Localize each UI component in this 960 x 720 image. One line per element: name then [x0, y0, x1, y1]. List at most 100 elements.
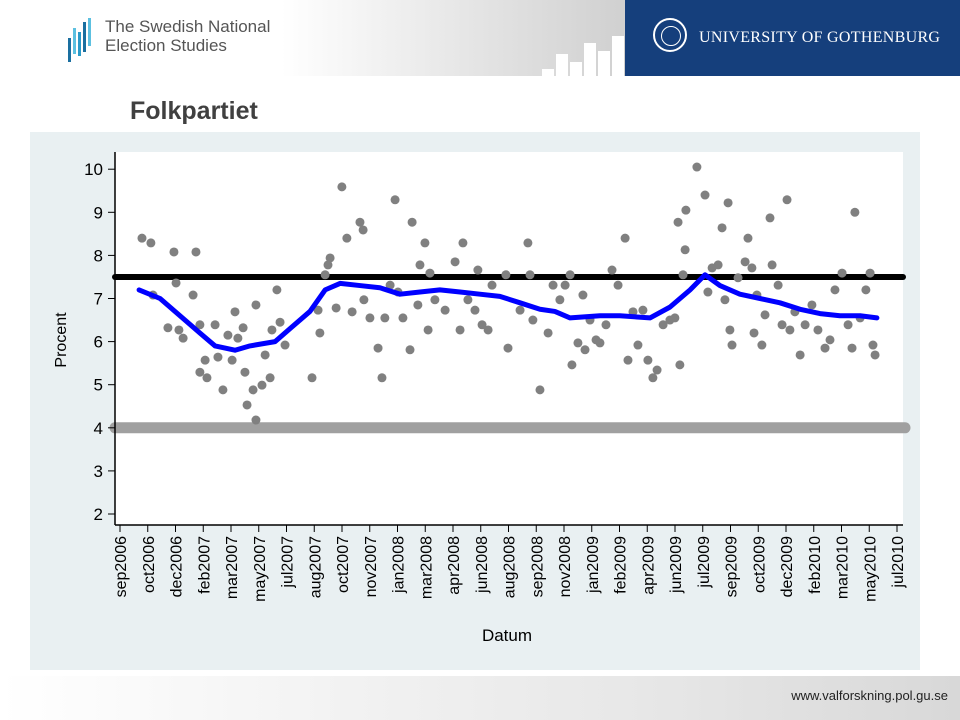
poll-point	[420, 238, 430, 248]
poll-point	[487, 280, 497, 290]
x-tick-label: jul2010	[890, 536, 907, 589]
x-tick-label: apr2009	[640, 536, 657, 595]
poll-point	[455, 325, 465, 335]
poll-point	[847, 343, 857, 353]
x-tick-label: dec2009	[779, 536, 796, 597]
plot-area	[115, 152, 903, 525]
org-name-line1: The Swedish National	[105, 17, 271, 36]
x-tick-label: oct2009	[751, 536, 768, 593]
y-tick-label: 9	[94, 203, 103, 222]
poll-point	[861, 285, 871, 295]
poll-point	[169, 247, 179, 257]
poll-point	[178, 333, 188, 343]
poll-point	[727, 340, 737, 350]
poll-point	[188, 290, 198, 300]
x-tick-label: oct2007	[335, 536, 352, 593]
poll-point	[373, 343, 383, 353]
poll-point	[323, 260, 333, 270]
poll-point	[425, 268, 435, 278]
poll-point	[174, 325, 184, 335]
poll-point	[320, 270, 330, 280]
poll-point	[673, 217, 683, 227]
org-name-line2: Election Studies	[105, 36, 227, 55]
y-axis-label: Procent	[53, 312, 70, 368]
poll-point	[700, 190, 710, 200]
poll-point	[870, 350, 880, 360]
poll-point	[503, 343, 513, 353]
y-tick-label: 2	[94, 505, 103, 524]
y-tick-label: 3	[94, 462, 103, 481]
x-tick-label: sep2009	[724, 536, 741, 597]
decorative-bars	[540, 30, 625, 76]
university-seal-icon	[653, 18, 687, 52]
poll-point	[743, 233, 753, 243]
poll-point	[868, 340, 878, 350]
poll-point	[501, 270, 511, 280]
poll-point	[680, 245, 690, 255]
poll-point	[440, 305, 450, 315]
x-tick-label: feb2010	[807, 536, 824, 594]
poll-point	[692, 162, 702, 172]
university-banner: UNIVERSITY OF GOTHENBURG	[625, 0, 960, 76]
x-tick-label: jun2008	[474, 536, 491, 594]
page-title: Folkpartiet	[130, 97, 258, 125]
y-tick-label: 10	[84, 160, 103, 179]
poll-point	[233, 333, 243, 343]
x-tick-label: jan2009	[585, 536, 602, 594]
poll-point	[218, 385, 228, 395]
poll-point	[230, 307, 240, 317]
poll-point	[757, 340, 767, 350]
poll-point	[385, 280, 395, 290]
x-tick-label: aug2007	[307, 536, 324, 598]
poll-point	[681, 205, 691, 215]
poll-point	[777, 320, 787, 330]
poll-point	[658, 320, 668, 330]
poll-point	[202, 373, 212, 383]
poll-point	[213, 352, 223, 362]
poll-point	[578, 290, 588, 300]
poll-point	[648, 373, 658, 383]
y-tick-label: 8	[94, 246, 103, 265]
poll-point	[595, 338, 605, 348]
poll-point	[525, 270, 535, 280]
x-tick-label: aug2008	[502, 536, 519, 598]
poll-point	[257, 380, 267, 390]
poll-point	[430, 295, 440, 305]
poll-point	[865, 268, 875, 278]
poll-point	[275, 317, 285, 327]
poll-point	[607, 265, 617, 275]
poll-point	[359, 295, 369, 305]
poll-point	[760, 310, 770, 320]
poll-point	[623, 355, 633, 365]
poll-point	[740, 257, 750, 267]
poll-point	[565, 270, 575, 280]
poll-point	[749, 328, 759, 338]
poll-point	[843, 320, 853, 330]
poll-point	[450, 257, 460, 267]
poll-point	[567, 360, 577, 370]
x-tick-label: feb2009	[613, 536, 630, 594]
poll-point	[223, 330, 233, 340]
poll-point	[523, 238, 533, 248]
poll-point	[807, 300, 817, 310]
poll-point	[613, 280, 623, 290]
poll-point	[315, 328, 325, 338]
poll-point	[171, 278, 181, 288]
poll-point	[830, 285, 840, 295]
poll-point	[703, 287, 713, 297]
x-tick-label: nov2008	[557, 536, 574, 597]
poll-point	[543, 328, 553, 338]
poll-point	[813, 325, 823, 335]
x-tick-label: jun2009	[668, 536, 685, 594]
poll-point	[242, 400, 252, 410]
poll-point	[601, 320, 611, 330]
poll-point	[717, 223, 727, 233]
poll-point	[528, 315, 538, 325]
x-tick-label: jul2009	[696, 536, 713, 589]
university-name: UNIVERSITY OF GOTHENBURG	[699, 29, 941, 46]
poll-point	[377, 373, 387, 383]
x-tick-label: sep2006	[113, 536, 130, 597]
footer-url[interactable]: www.valforskning.pol.gu.se	[791, 688, 948, 703]
poll-point	[163, 323, 173, 333]
